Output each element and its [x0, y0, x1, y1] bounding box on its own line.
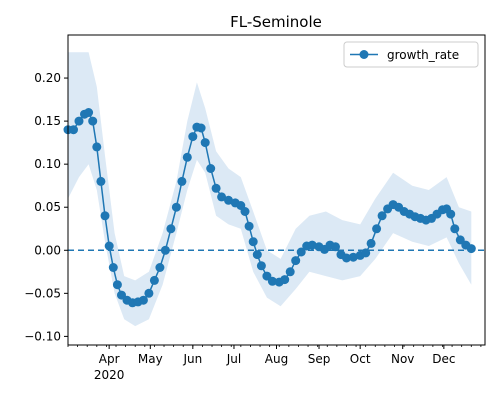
data-point	[348, 252, 358, 262]
legend-dot-marker	[359, 50, 369, 59]
data-point	[331, 242, 340, 252]
x-tick-sublabel: 2020	[94, 368, 125, 382]
y-tick-label: 0.15	[34, 114, 61, 128]
data-point	[217, 192, 227, 202]
data-point	[256, 261, 266, 271]
data-point	[466, 244, 476, 254]
y-tick-label: −0.05	[24, 286, 61, 300]
x-tick-label: Jun	[182, 352, 202, 366]
data-point	[92, 142, 102, 152]
data-point	[211, 183, 221, 193]
series-layer	[63, 108, 476, 308]
data-point	[248, 237, 258, 247]
y-tick-label: −0.10	[24, 329, 61, 343]
data-point	[342, 253, 351, 263]
data-point	[171, 202, 181, 212]
data-point	[224, 195, 233, 205]
data-point	[182, 152, 192, 162]
data-point	[267, 276, 277, 286]
data-point	[74, 116, 84, 126]
data-point	[206, 164, 216, 173]
x-tick-label: Jul	[226, 352, 241, 366]
data-point	[446, 209, 456, 219]
data-point	[166, 224, 176, 234]
data-point	[138, 295, 148, 305]
data-point	[144, 288, 154, 298]
data-point	[366, 238, 376, 248]
y-tick-label: 0.00	[34, 243, 61, 257]
axes-layer: −0.10 −0.05 0.00 0.05 0.10 0.15 0.20 Apr 2020 May…	[24, 34, 486, 382]
data-point	[196, 123, 206, 133]
legend-frame	[343, 41, 479, 68]
data-point	[240, 207, 250, 216]
data-point	[149, 275, 159, 285]
confidence-band-layer	[68, 52, 472, 327]
legend-label-growth-rate: growth_rate	[387, 48, 459, 62]
data-point	[291, 256, 301, 266]
x-tick-label: May	[138, 352, 163, 366]
data-point	[104, 241, 114, 251]
data-point	[200, 138, 210, 148]
data-point	[252, 250, 262, 260]
data-point	[296, 247, 306, 257]
data-point	[96, 176, 106, 186]
data-point	[177, 176, 187, 186]
data-point	[450, 224, 460, 234]
data-point	[160, 245, 170, 255]
y-tick-label: 0.20	[34, 71, 61, 85]
data-point	[372, 224, 382, 234]
x-tick-label: Oct	[350, 352, 371, 366]
y-tick-label: 0.10	[34, 157, 61, 171]
data-point	[361, 248, 371, 258]
data-point	[280, 275, 290, 285]
x-tick-label: Aug	[265, 352, 288, 366]
x-tick-label: Dec	[432, 352, 455, 366]
y-tick-label: 0.05	[34, 200, 61, 214]
data-point	[244, 221, 254, 231]
data-point	[377, 211, 387, 221]
data-point	[69, 125, 78, 135]
x-tick-label: Sep	[308, 352, 331, 366]
data-point	[88, 116, 98, 126]
data-point	[100, 211, 110, 221]
data-point	[84, 108, 94, 117]
data-point	[188, 132, 198, 142]
chart-title: FL-Seminole	[230, 13, 322, 31]
x-tick-label: Nov	[391, 352, 414, 366]
data-point	[112, 280, 122, 290]
data-point	[307, 240, 317, 250]
data-point	[108, 263, 118, 272]
data-point	[285, 267, 295, 277]
x-tick-label: Apr	[99, 352, 120, 366]
legend: growth_rate	[343, 41, 479, 68]
data-point	[155, 263, 165, 272]
confidence-band	[68, 52, 472, 327]
